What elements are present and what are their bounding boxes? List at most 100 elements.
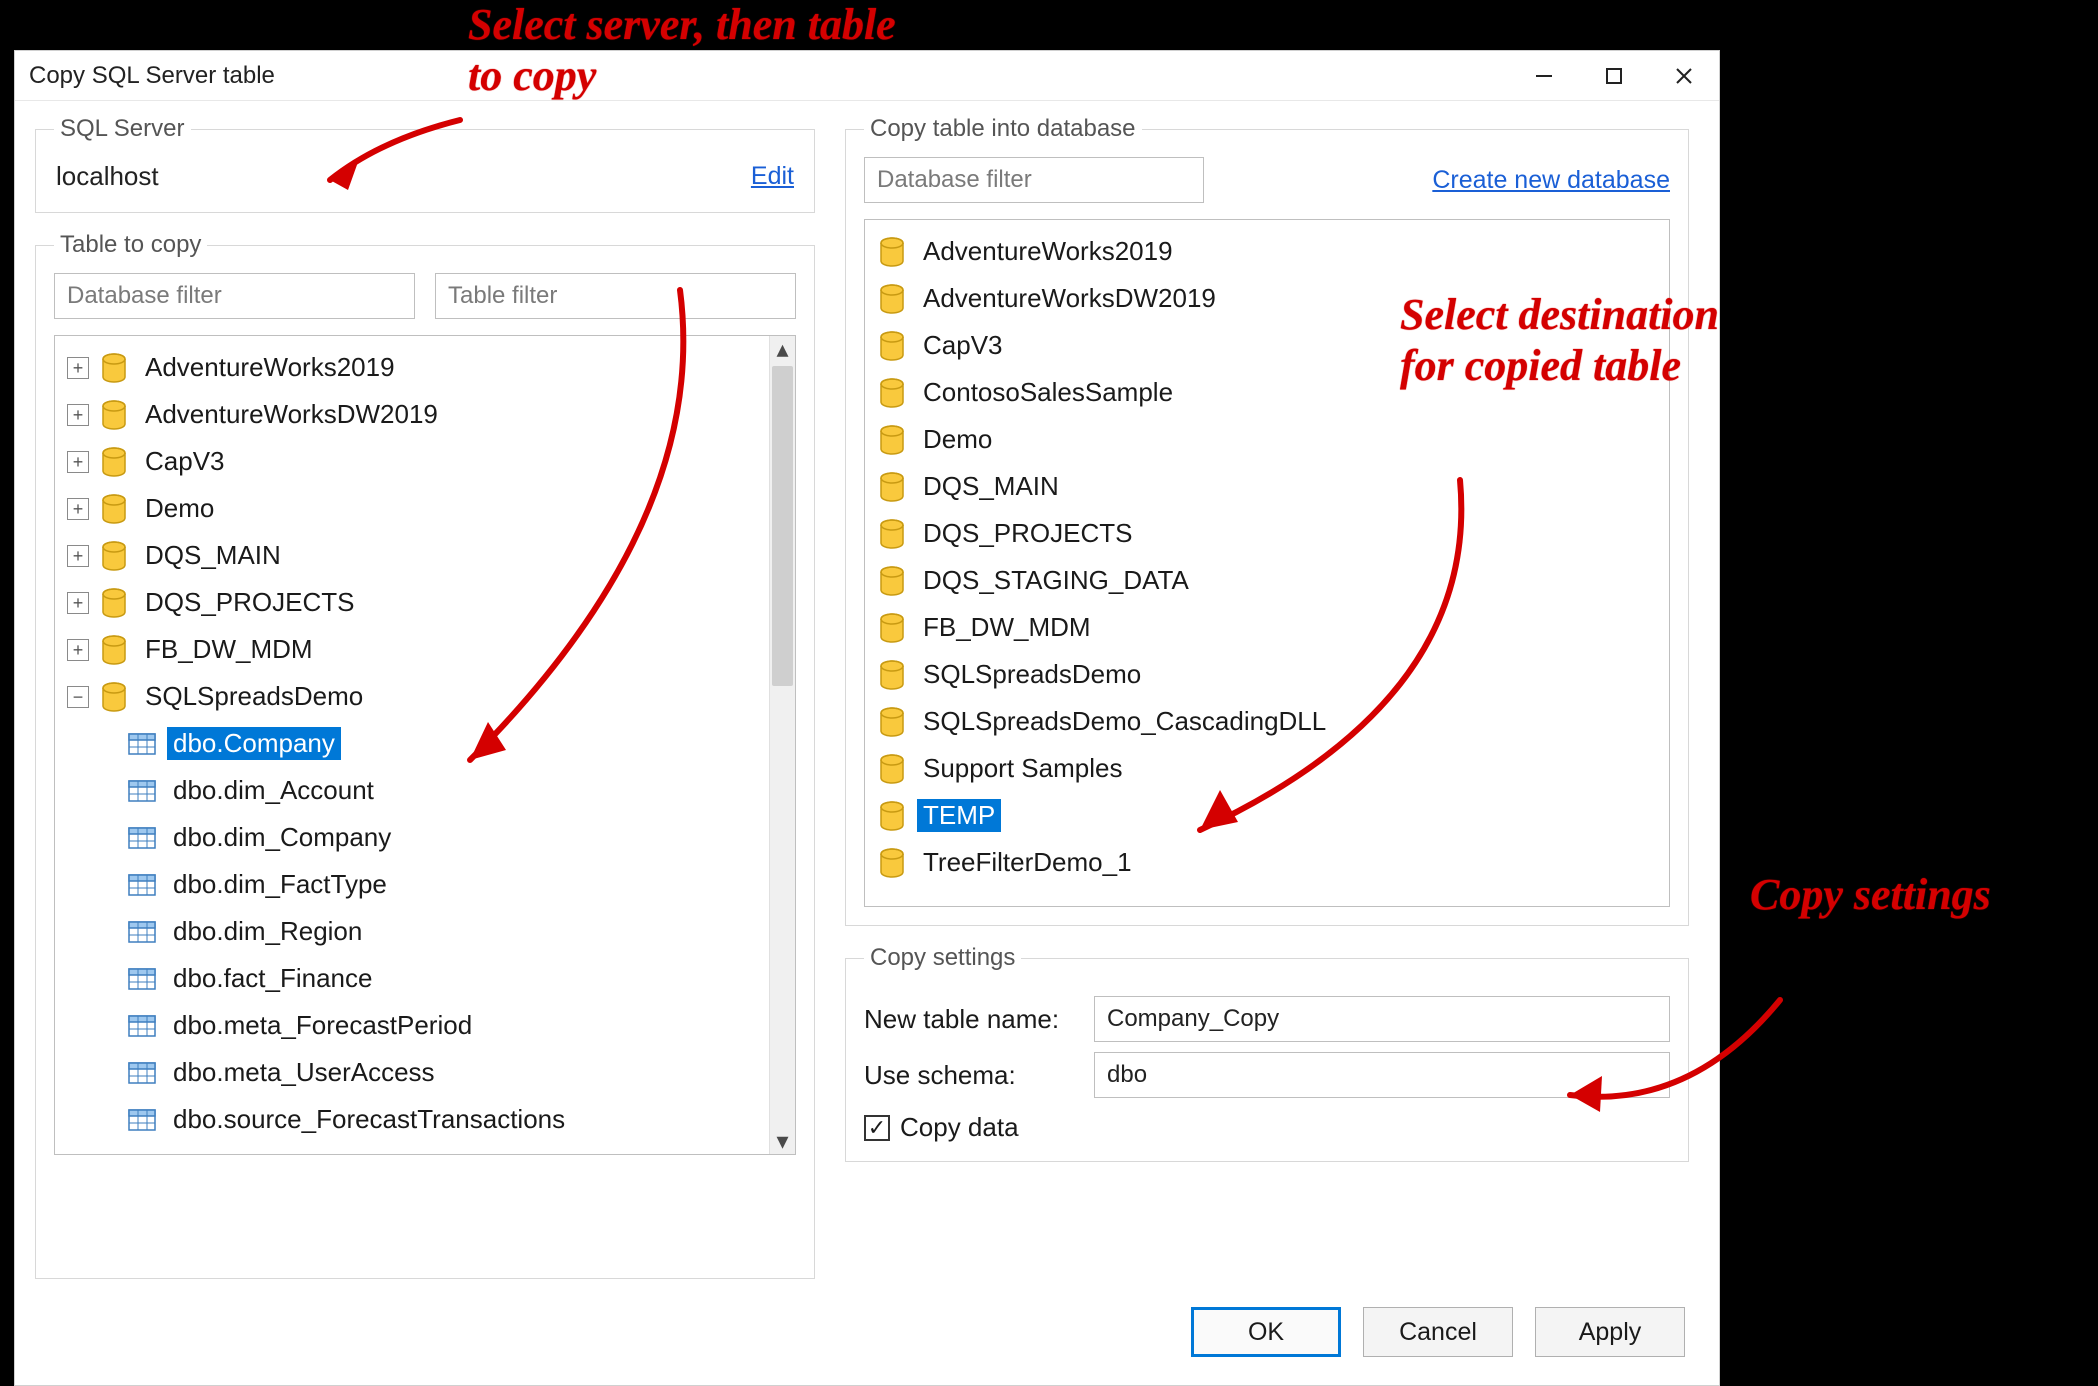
expand-icon[interactable]: + (67, 404, 89, 426)
apply-button[interactable]: Apply (1535, 1307, 1685, 1357)
database-icon (877, 707, 907, 737)
dest-db-row[interactable]: DQS_STAGING_DATA (869, 557, 1665, 604)
source-tree[interactable]: + AdventureWorks2019 + AdventureWorksDW2… (54, 335, 796, 1155)
window-title: Copy SQL Server table (29, 62, 275, 90)
new-table-name-label: New table name: (864, 1004, 1094, 1035)
db-label: DQS_PROJECTS (139, 586, 361, 619)
database-icon (877, 613, 907, 643)
source-table-filter[interactable] (435, 273, 796, 319)
db-label: CapV3 (139, 445, 231, 478)
source-table-row[interactable]: dbo.dim_Region (59, 908, 765, 955)
database-icon (99, 494, 129, 524)
database-icon (99, 682, 129, 712)
source-table-row[interactable]: dbo.dim_Company (59, 814, 765, 861)
table-to-copy-legend: Table to copy (54, 231, 207, 259)
dest-db-row[interactable]: SQLSpreadsDemo (869, 651, 1665, 698)
ok-button[interactable]: OK (1191, 1307, 1341, 1357)
table-icon (127, 1105, 157, 1135)
table-label: dbo.source_Reseller (167, 1150, 417, 1154)
source-db-row[interactable]: + CapV3 (59, 438, 765, 485)
server-name: localhost (56, 161, 159, 192)
maximize-button[interactable] (1579, 51, 1649, 101)
minimize-button[interactable] (1509, 51, 1579, 101)
source-db-row[interactable]: + Demo (59, 485, 765, 532)
copy-data-label: Copy data (900, 1112, 1019, 1143)
table-label: dbo.meta_UserAccess (167, 1056, 441, 1089)
use-schema-input[interactable] (1094, 1052, 1670, 1098)
source-table-row[interactable]: dbo.meta_UserAccess (59, 1049, 765, 1096)
db-label: DQS_STAGING_DATA (917, 564, 1195, 597)
table-icon (127, 729, 157, 759)
expand-icon[interactable]: + (67, 498, 89, 520)
cancel-button[interactable]: Cancel (1363, 1307, 1513, 1357)
source-db-row[interactable]: + DQS_PROJECTS (59, 579, 765, 626)
source-db-row[interactable]: + FB_DW_MDM (59, 626, 765, 673)
expand-icon[interactable]: + (67, 592, 89, 614)
table-label: dbo.dim_Company (167, 821, 397, 854)
source-db-filter[interactable] (54, 273, 415, 319)
database-icon (877, 378, 907, 408)
db-label: TEMP (917, 799, 1001, 832)
source-tree-scrollbar[interactable]: ▴ ▾ (769, 336, 795, 1154)
database-icon (99, 541, 129, 571)
dest-db-row[interactable]: TEMP (869, 792, 1665, 839)
expand-icon[interactable]: + (67, 545, 89, 567)
database-icon (99, 588, 129, 618)
database-icon (877, 331, 907, 361)
dest-db-row[interactable]: TreeFilterDemo_1 (869, 839, 1665, 886)
copy-data-checkbox[interactable]: ✓ (864, 1115, 890, 1141)
dest-db-row[interactable]: AdventureWorksDW2019 (869, 275, 1665, 322)
database-icon (877, 519, 907, 549)
source-table-row[interactable]: dbo.source_ForecastTransactions (59, 1096, 765, 1143)
table-label: dbo.dim_FactType (167, 868, 393, 901)
source-db-row[interactable]: + DQS_MAIN (59, 532, 765, 579)
source-table-row[interactable]: dbo.fact_Finance (59, 955, 765, 1002)
dest-tree[interactable]: AdventureWorks2019 AdventureWorksDW2019 … (864, 219, 1670, 907)
database-icon (877, 848, 907, 878)
dest-db-row[interactable]: SQLSpreadsDemo_CascadingDLL (869, 698, 1665, 745)
db-label: TreeFilterDemo_1 (917, 846, 1138, 879)
dest-db-row[interactable]: Demo (869, 416, 1665, 463)
db-label: DQS_MAIN (917, 470, 1065, 503)
expand-icon[interactable]: + (67, 639, 89, 661)
dest-db-row[interactable]: CapV3 (869, 322, 1665, 369)
dest-db-row[interactable]: ContosoSalesSample (869, 369, 1665, 416)
db-label: Demo (917, 423, 998, 456)
copy-settings-group: Copy settings New table name: Use schema… (845, 944, 1689, 1162)
database-icon (877, 472, 907, 502)
source-table-row[interactable]: dbo.Company (59, 720, 765, 767)
expand-icon[interactable]: − (67, 686, 89, 708)
db-label: DQS_MAIN (139, 539, 287, 572)
dest-db-row[interactable]: AdventureWorks2019 (869, 228, 1665, 275)
db-label: SQLSpreadsDemo_CascadingDLL (917, 705, 1332, 738)
table-to-copy-group: Table to copy + AdventureWorks2019 + Adv… (35, 231, 815, 1279)
dest-db-filter[interactable] (864, 157, 1204, 203)
copy-table-dialog: Copy SQL Server table SQL Server localho… (14, 50, 1720, 1386)
source-db-row[interactable]: + AdventureWorks2019 (59, 344, 765, 391)
database-icon (877, 237, 907, 267)
table-icon (127, 776, 157, 806)
source-table-row[interactable]: dbo.dim_Account (59, 767, 765, 814)
db-label: AdventureWorks2019 (917, 235, 1179, 268)
source-db-row[interactable]: + AdventureWorksDW2019 (59, 391, 765, 438)
database-icon (99, 635, 129, 665)
source-table-row[interactable]: dbo.dim_FactType (59, 861, 765, 908)
table-icon (127, 1152, 157, 1155)
dest-db-row[interactable]: Support Samples (869, 745, 1665, 792)
edit-server-link[interactable]: Edit (751, 162, 794, 191)
dest-db-row[interactable]: FB_DW_MDM (869, 604, 1665, 651)
table-label: dbo.meta_ForecastPeriod (167, 1009, 478, 1042)
expand-icon[interactable]: + (67, 357, 89, 379)
dest-db-row[interactable]: DQS_MAIN (869, 463, 1665, 510)
expand-icon[interactable]: + (67, 451, 89, 473)
new-table-name-input[interactable] (1094, 996, 1670, 1042)
source-db-row[interactable]: − SQLSpreadsDemo (59, 673, 765, 720)
source-table-row[interactable]: dbo.meta_ForecastPeriod (59, 1002, 765, 1049)
dest-db-row[interactable]: DQS_PROJECTS (869, 510, 1665, 557)
table-icon (127, 870, 157, 900)
table-icon (127, 917, 157, 947)
create-database-link[interactable]: Create new database (1432, 166, 1670, 195)
copy-settings-legend: Copy settings (864, 944, 1021, 972)
close-button[interactable] (1649, 51, 1719, 101)
source-table-row[interactable]: dbo.source_Reseller (59, 1143, 765, 1154)
